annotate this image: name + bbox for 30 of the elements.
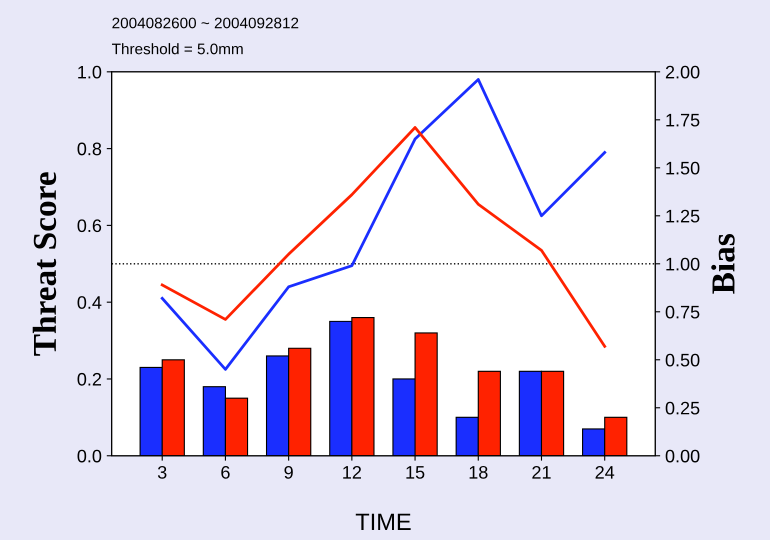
y2-tick-label: 1.50 xyxy=(666,162,700,175)
y2-tick-label: 1.75 xyxy=(666,114,700,127)
y2-tick-label: 0.25 xyxy=(666,402,700,414)
x-tick-label: 12 xyxy=(343,466,361,479)
line-series xyxy=(160,78,606,371)
text: 2004082600 ~ 2004092812 xyxy=(112,18,298,28)
x-tick-label: 9 xyxy=(284,466,293,479)
y2-axis-title: Bias xyxy=(711,234,735,294)
x-axis-title: TIME xyxy=(356,514,411,530)
x-tick-label: 6 xyxy=(221,466,230,479)
x-tick-label: 18 xyxy=(470,466,488,479)
y-tick-label: 0.8 xyxy=(78,142,102,156)
y2-tick-label: 1.25 xyxy=(666,210,700,223)
y-tick-label: 1.0 xyxy=(78,66,102,79)
y2-tick-label: 1.00 xyxy=(666,258,700,271)
line-series xyxy=(160,126,606,348)
y-tick-label: 0.6 xyxy=(78,219,102,232)
x-tick-label: 24 xyxy=(596,466,614,479)
y-tick-label: 0.0 xyxy=(78,450,102,462)
y2-tick-label: 0.75 xyxy=(666,306,700,319)
y2-tick-label: 2.00 xyxy=(666,66,700,79)
x-tick-label: 21 xyxy=(532,466,551,479)
y-tick-label: 0.2 xyxy=(78,372,102,386)
y-axis-title: Threat Score xyxy=(32,172,56,356)
y-tick-label: 0.4 xyxy=(78,296,102,309)
y2-tick-label: 0.00 xyxy=(666,450,700,462)
x-tick-label: 15 xyxy=(406,466,424,479)
text: Threshold = 5.0mm xyxy=(112,43,243,54)
x-tick-label: 3 xyxy=(158,466,166,479)
y2-tick-label: 0.50 xyxy=(666,354,700,366)
